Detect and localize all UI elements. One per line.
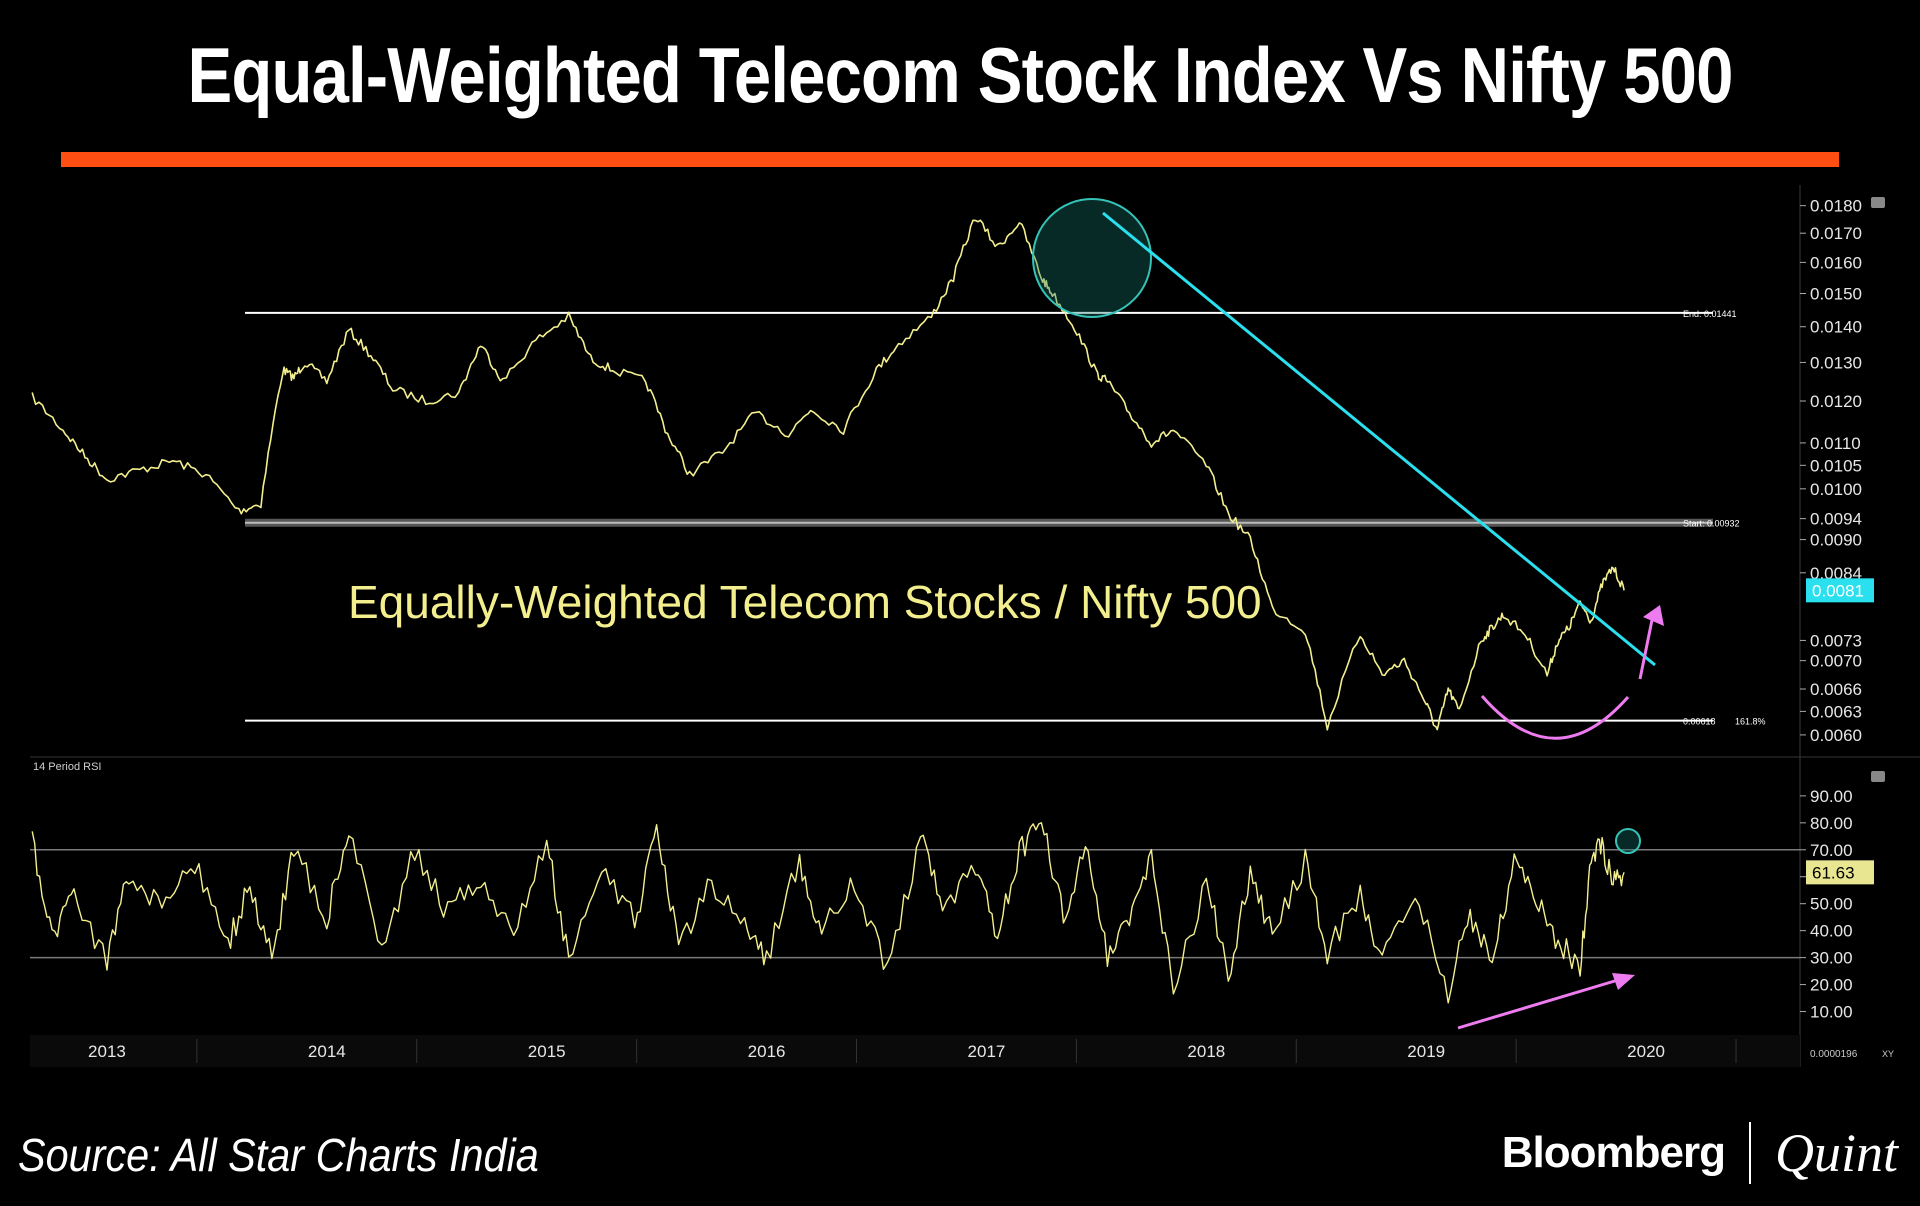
y-tick-label: 0.0094: [1810, 510, 1862, 529]
y-tick-label: 0.0180: [1810, 197, 1862, 216]
corner-button: XY: [1882, 1049, 1894, 1059]
level-label: Start: 0.00932: [1683, 519, 1740, 529]
rsi-arrow-head: [1612, 973, 1635, 990]
level-label: End: 0.01441: [1683, 309, 1737, 319]
y-tick-label: 0.0140: [1810, 318, 1862, 337]
y-tick-label: 0.0100: [1810, 480, 1862, 499]
rsi-y-tick-label: 10.00: [1810, 1003, 1853, 1022]
rsi-last-label: 61.63: [1812, 863, 1855, 882]
bottom-arc: [1480, 695, 1630, 740]
rsi-line: [31, 822, 1625, 1004]
rsi-y-tick-label: 30.00: [1810, 949, 1853, 968]
y-tick-label: 0.0084: [1810, 564, 1862, 583]
y-tick-label: 0.0110: [1810, 434, 1861, 453]
y-tick-label: 0.0070: [1810, 652, 1862, 671]
level-label: 0.00618: [1683, 717, 1716, 727]
rsi-lock-icon: [1871, 771, 1885, 782]
x-tick-label: 2014: [308, 1042, 346, 1061]
rsi-y-tick-label: 50.00: [1810, 895, 1853, 914]
y-tick-label: 0.0073: [1810, 631, 1862, 650]
price-line: [31, 219, 1625, 731]
y-tick-label: 0.0130: [1810, 353, 1862, 372]
y-tick-label: 0.0105: [1810, 456, 1862, 475]
price-series-title: Equally-Weighted Telecom Stocks / Nifty …: [348, 576, 1262, 628]
rsi-y-tick-label: 70.00: [1810, 841, 1853, 860]
y-tick-label: 0.0150: [1810, 284, 1862, 303]
y-tick-label: 0.0090: [1810, 531, 1862, 550]
y-tick-label: 0.0066: [1810, 680, 1862, 699]
x-axis-band: [30, 1035, 1800, 1067]
title-underline: [61, 152, 1839, 167]
page-title: Equal-Weighted Telecom Stock Index Vs Ni…: [187, 31, 1733, 119]
y-tick-label: 0.0060: [1810, 726, 1862, 745]
last-value-badge: [1806, 578, 1874, 603]
rsi-last-badge: [1806, 860, 1874, 885]
x-tick-label: 2015: [528, 1042, 566, 1061]
breakout-arrow-head: [1643, 605, 1664, 626]
x-axis: 2013 2014 2015 2016 2017 2018 2019 2020 0.000019…: [30, 1035, 1894, 1067]
source-note: Source: All Star Charts India: [18, 1129, 539, 1181]
level-extra: 161.8%: [1735, 717, 1766, 727]
last-value-label: 0.0081: [1812, 581, 1864, 600]
y-tick-label: 0.0160: [1810, 253, 1862, 272]
x-tick-label: 2020: [1627, 1042, 1665, 1061]
trendline: [1102, 211, 1656, 667]
rsi-peak-circle: [1615, 828, 1641, 854]
x-tick-label: 2019: [1407, 1042, 1445, 1061]
y-tick-label: 0.0063: [1810, 702, 1862, 721]
corner-value: 0.0000196: [1810, 1049, 1858, 1060]
chart: End: 0.01441 Start: 0.00932 0.00618 161.8% 0…: [30, 185, 1920, 1067]
y-tick-label: 0.0120: [1810, 392, 1862, 411]
x-tick-label: 2018: [1187, 1042, 1225, 1061]
x-tick-label: 2017: [968, 1042, 1006, 1061]
logo-quint: Quint: [1774, 1123, 1898, 1183]
x-tick-label: 2013: [88, 1042, 126, 1061]
rsi-panel-title: 14 Period RSI: [33, 761, 101, 773]
price-panel: End: 0.01441 Start: 0.00932 0.00618 161.8% 0…: [30, 185, 1920, 1067]
y-tick-label: 0.0170: [1810, 224, 1862, 243]
breakout-arrow: [1638, 619, 1654, 680]
logo-bloomberg: Bloomberg: [1501, 1128, 1726, 1177]
logo-divider: [1748, 1122, 1751, 1184]
rsi-y-tick-label: 20.00: [1810, 976, 1853, 995]
rsi-y-tick-label: 80.00: [1810, 814, 1853, 833]
x-tick-label: 2016: [748, 1042, 786, 1061]
logo: Bloomberg Quint: [1502, 1118, 1898, 1188]
peak-circle: [1032, 198, 1152, 318]
rsi-y-tick-label: 40.00: [1810, 922, 1853, 941]
lock-icon: [1871, 197, 1885, 208]
rsi-panel: 90.0080.0070.0060.0050.0040.0030.0020.00…: [30, 771, 1885, 1030]
rsi-divergence-arrow: [1457, 978, 1619, 1030]
rsi-y-tick-label: 90.00: [1810, 787, 1853, 806]
